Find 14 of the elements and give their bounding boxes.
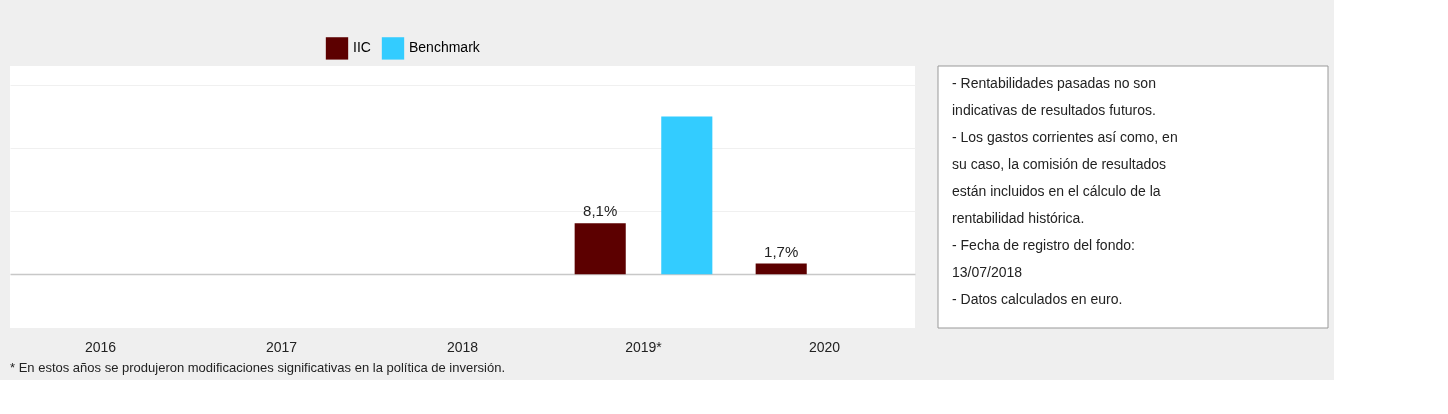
x-tick-label: 2019* — [625, 338, 663, 355]
text: * En estos años se produjeron modificaciones significativas en la política de inversión. — [10, 360, 505, 375]
text: - Datos calculados en euro. — [952, 291, 1123, 307]
legend-label: Benchmark — [409, 39, 481, 56]
x-tick-label: 2018 — [446, 338, 479, 355]
legend-label: IIC — [353, 39, 371, 56]
text: - Rentabilidades pasadas no son indicativas de resultados futuros. — [952, 75, 1156, 118]
x-tick-label: 2020 — [808, 338, 841, 355]
text: - Fecha de registro del fondo: 13/07/2018 — [952, 237, 1135, 280]
data-label: 1,7% — [764, 242, 799, 260]
x-tick-label: 2016 — [84, 338, 117, 355]
data-label: 8,1% — [583, 202, 618, 220]
text: - Los gastos corrientes así como, en su caso, la comisión de resultados están incluidos en el cálculo de la rentabilidad histórica. — [952, 129, 1178, 226]
x-tick-label: 2017 — [265, 338, 298, 355]
